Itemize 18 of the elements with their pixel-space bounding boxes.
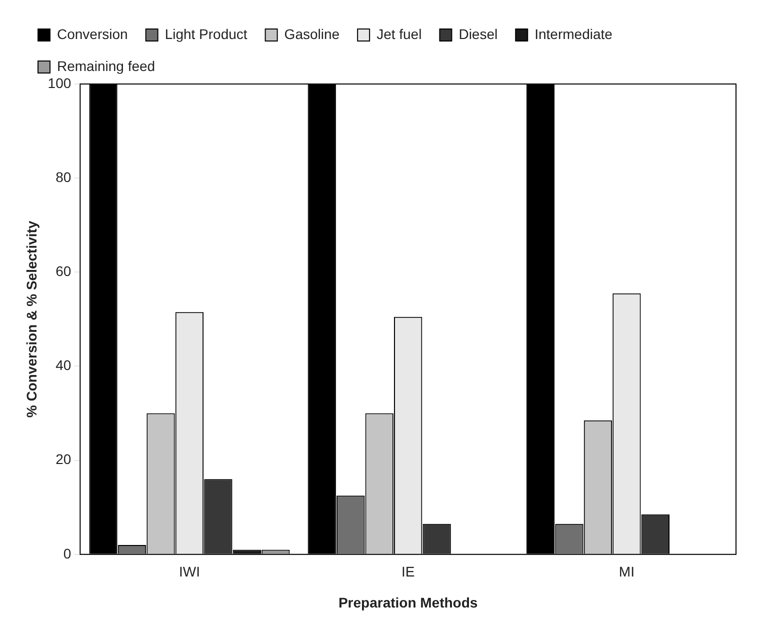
- x-tick-label: IWI: [178, 564, 200, 580]
- legend-label: Light Product: [164, 26, 248, 42]
- legend-label: Gasoline: [284, 26, 340, 42]
- y-tick-label: 40: [56, 357, 72, 374]
- legend-label: Remaining feed: [57, 58, 156, 74]
- y-tick-label: 60: [56, 263, 72, 280]
- y-tick-label: 80: [56, 168, 72, 185]
- legend-label: Conversion: [57, 26, 128, 42]
- legend-label: Jet fuel: [376, 26, 422, 42]
- x-tick-label: MI: [618, 564, 634, 580]
- x-axis-title: Preparation Methods: [338, 594, 478, 610]
- legend-label: Intermediate: [534, 26, 613, 42]
- x-tick-label: IE: [401, 564, 415, 580]
- y-tick-label: 20: [56, 451, 72, 468]
- y-tick-label: 0: [63, 545, 72, 562]
- y-tick-label: 100: [48, 74, 72, 91]
- legend-label: Diesel: [458, 26, 498, 42]
- y-axis-title: % Conversion & % Selectivity: [23, 220, 40, 418]
